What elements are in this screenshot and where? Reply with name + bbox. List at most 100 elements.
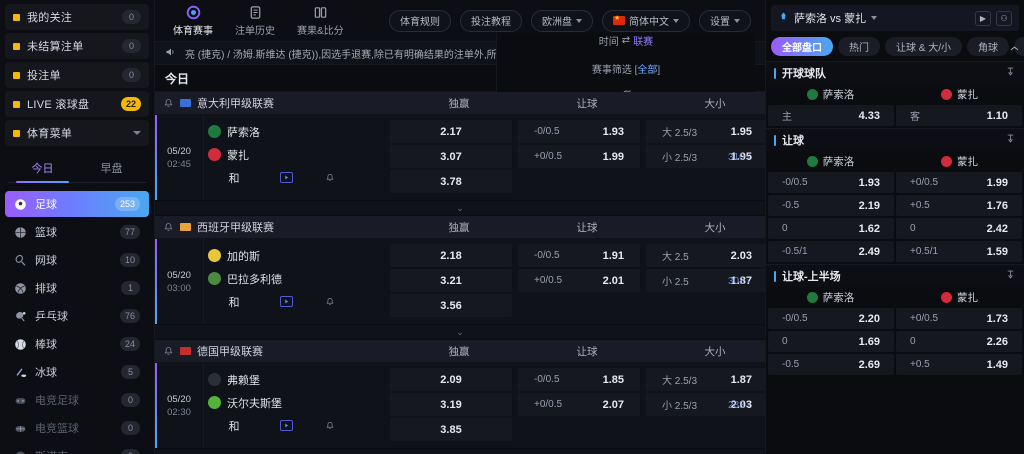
odds-total-2[interactable]: 小 2.5/3 2.03 bbox=[646, 393, 765, 416]
more-markets-link[interactable]: 283 › bbox=[713, 363, 765, 448]
sidebar-item-10[interactable]: 斯诺克0 bbox=[5, 443, 149, 454]
market-odds-cell[interactable]: 0 1.62 bbox=[768, 218, 894, 239]
odds-total-1[interactable]: 大 2.5/3 1.95 bbox=[646, 120, 765, 143]
expand-match-row[interactable]: ⌄ bbox=[155, 325, 765, 340]
odds-draw[interactable]: 3.85 bbox=[390, 418, 512, 441]
chevron-down-icon[interactable] bbox=[673, 18, 679, 23]
sidebar-item-1[interactable]: 足球 253 bbox=[5, 191, 149, 217]
topbar-action-5[interactable]: 设置 bbox=[699, 9, 751, 32]
quick-link-1[interactable]: 我的关注 0 bbox=[5, 4, 149, 30]
sidebar-item-5[interactable]: 乒乓球 76 bbox=[5, 303, 149, 329]
quick-link-5[interactable]: 体育菜单 bbox=[5, 120, 149, 146]
quick-link-2[interactable]: 未结算注单 0 bbox=[5, 33, 149, 59]
more-markets-link[interactable]: 308 › bbox=[713, 239, 765, 324]
chevron-down-icon[interactable] bbox=[576, 18, 582, 23]
detail-tab-1[interactable]: 全部盘口 bbox=[771, 37, 833, 56]
market-odds-cell[interactable]: 0 2.26 bbox=[896, 331, 1022, 352]
odds-handicap-2[interactable]: +0/0.5 2.07 bbox=[518, 393, 640, 416]
bell-icon[interactable] bbox=[325, 173, 335, 183]
market-odds-cell[interactable]: -0.5/1 2.49 bbox=[768, 241, 894, 262]
match-row[interactable]: 05/20 02:45 萨索洛 蒙扎和 2.17 3.07 3.78 -0/0.5 1.93 +0… bbox=[155, 115, 765, 201]
odds-handicap-1[interactable]: -0/0.5 1.85 bbox=[518, 368, 640, 391]
quick-link-3[interactable]: 投注单 0 bbox=[5, 62, 149, 88]
bell-icon[interactable] bbox=[163, 222, 174, 233]
collapse-up-icon[interactable] bbox=[1009, 43, 1020, 57]
nav-item-3[interactable]: 赛果&比分 bbox=[297, 4, 344, 37]
quick-link-4[interactable]: LIVE 滚球盘 22 bbox=[5, 91, 149, 117]
topbar-action-3[interactable]: 欧洲盘 bbox=[531, 9, 593, 32]
odds-draw[interactable]: 3.56 bbox=[390, 294, 512, 317]
odds-draw[interactable]: 3.78 bbox=[390, 170, 512, 193]
topbar-action-1[interactable]: 体育规则 bbox=[389, 9, 451, 32]
odds-handicap-1[interactable]: -0/0.5 1.93 bbox=[518, 120, 640, 143]
odds-away-win[interactable]: 3.19 bbox=[390, 393, 512, 416]
odds-home-win[interactable]: 2.17 bbox=[390, 120, 512, 143]
market-odds-cell[interactable]: 客 1.10 bbox=[896, 105, 1022, 126]
bell-icon[interactable] bbox=[163, 346, 174, 357]
league-header[interactable]: 西班牙甲级联赛 独赢 让球 大小 bbox=[155, 216, 765, 239]
detail-tab-3[interactable]: 让球 & 大/小 bbox=[885, 37, 963, 56]
topbar-action-2[interactable]: 投注教程 bbox=[460, 9, 522, 32]
detail-header[interactable]: 萨索洛 vs 蒙扎 ▶ ⚇ bbox=[771, 5, 1019, 31]
video-icon[interactable] bbox=[280, 420, 293, 431]
sort-time-label[interactable]: 时间 bbox=[598, 36, 619, 48]
bell-icon[interactable] bbox=[163, 98, 174, 109]
odds-handicap-2[interactable]: +0/0.5 1.99 bbox=[518, 145, 640, 168]
bell-icon[interactable] bbox=[325, 421, 335, 431]
market-odds-cell[interactable]: -0.5 2.19 bbox=[768, 195, 894, 216]
detail-tab-4[interactable]: 角球 bbox=[967, 37, 1010, 56]
pin-icon[interactable] bbox=[1005, 66, 1016, 80]
market-odds-cell[interactable]: -0.5 2.69 bbox=[768, 354, 894, 375]
odds-home-win[interactable]: 2.09 bbox=[390, 368, 512, 391]
market-odds-cell[interactable]: -0/0.5 2.20 bbox=[768, 308, 894, 329]
match-filter-value[interactable]: 全部 bbox=[637, 64, 658, 76]
market-odds-cell[interactable]: 0 1.69 bbox=[768, 331, 894, 352]
market-odds-cell[interactable]: 0 2.42 bbox=[896, 218, 1022, 239]
odds-total-1[interactable]: 大 2.5/3 1.87 bbox=[646, 368, 765, 391]
sort-league-label[interactable]: 联赛 bbox=[633, 36, 654, 48]
nav-item-2[interactable]: 注单历史 bbox=[235, 4, 275, 37]
market-odds-cell[interactable]: -0/0.5 1.93 bbox=[768, 172, 894, 193]
sidebar-item-9[interactable]: 电竞篮球 0 bbox=[5, 415, 149, 441]
day-tab-2[interactable]: 早盘 bbox=[100, 163, 123, 175]
sidebar-item-6[interactable]: 棒球 24 bbox=[5, 331, 149, 357]
sidebar-item-4[interactable]: 排球 1 bbox=[5, 275, 149, 301]
market-odds-cell[interactable]: +0.5 1.76 bbox=[896, 195, 1022, 216]
match-row[interactable]: 05/20 03:00 加的斯 巴拉多利德和 2.18 3.21 3.56 -0/0.5 1.9… bbox=[155, 239, 765, 325]
nav-item-1[interactable]: 体育赛事 bbox=[173, 4, 213, 37]
market-odds-cell[interactable]: 主 4.33 bbox=[768, 105, 894, 126]
odds-away-win[interactable]: 3.07 bbox=[390, 145, 512, 168]
odds-home-win[interactable]: 2.18 bbox=[390, 244, 512, 267]
match-filter[interactable]: 赛事筛选 [全部] bbox=[592, 61, 660, 76]
match-row[interactable]: 05/20 02:30 弗赖堡 沃尔夫斯堡和 2.09 3.19 3.85 -0/0.5 1.8… bbox=[155, 363, 765, 449]
sidebar-item-2[interactable]: 篮球 77 bbox=[5, 219, 149, 245]
chevron-down-icon[interactable] bbox=[133, 131, 141, 135]
odds-total-2[interactable]: 小 2.5/3 1.95 bbox=[646, 145, 765, 168]
day-tab-1[interactable]: 今日 bbox=[8, 155, 77, 183]
detail-tab-2[interactable]: 热门 bbox=[838, 37, 880, 56]
pin-icon[interactable] bbox=[1005, 133, 1016, 147]
sidebar-item-3[interactable]: 网球 10 bbox=[5, 247, 149, 273]
market-odds-cell[interactable]: +0.5 1.49 bbox=[896, 354, 1022, 375]
chevron-down-icon[interactable] bbox=[871, 16, 878, 20]
league-header[interactable]: 意大利甲级联赛 独赢 让球 大小 bbox=[155, 92, 765, 115]
expand-match-row[interactable]: ⌄ bbox=[155, 201, 765, 216]
market-odds-cell[interactable]: +0/0.5 1.73 bbox=[896, 308, 1022, 329]
video-icon[interactable] bbox=[280, 296, 293, 307]
expand-match-row[interactable]: ⌄ bbox=[155, 449, 765, 454]
stats-icon[interactable]: ⚇ bbox=[996, 10, 1012, 26]
odds-total-1[interactable]: 大 2.5 2.03 bbox=[646, 244, 765, 267]
more-markets-link[interactable]: 310 › bbox=[713, 115, 765, 200]
topbar-action-4[interactable]: 简体中文 bbox=[602, 9, 690, 32]
odds-handicap-2[interactable]: +0/0.5 2.01 bbox=[518, 269, 640, 292]
league-header[interactable]: 德国甲级联赛 独赢 让球 大小 bbox=[155, 340, 765, 363]
market-odds-cell[interactable]: +0.5/1 1.59 bbox=[896, 241, 1022, 262]
video-icon[interactable] bbox=[280, 172, 293, 183]
odds-handicap-1[interactable]: -0/0.5 1.91 bbox=[518, 244, 640, 267]
bell-icon[interactable] bbox=[325, 297, 335, 307]
video-icon[interactable]: ▶ bbox=[975, 10, 991, 26]
sidebar-item-7[interactable]: 冰球 5 bbox=[5, 359, 149, 385]
odds-total-2[interactable]: 小 2.5 1.87 bbox=[646, 269, 765, 292]
sort-control[interactable]: 时间 ⇄ 联赛 bbox=[599, 33, 653, 48]
chevron-down-icon[interactable] bbox=[734, 18, 740, 23]
